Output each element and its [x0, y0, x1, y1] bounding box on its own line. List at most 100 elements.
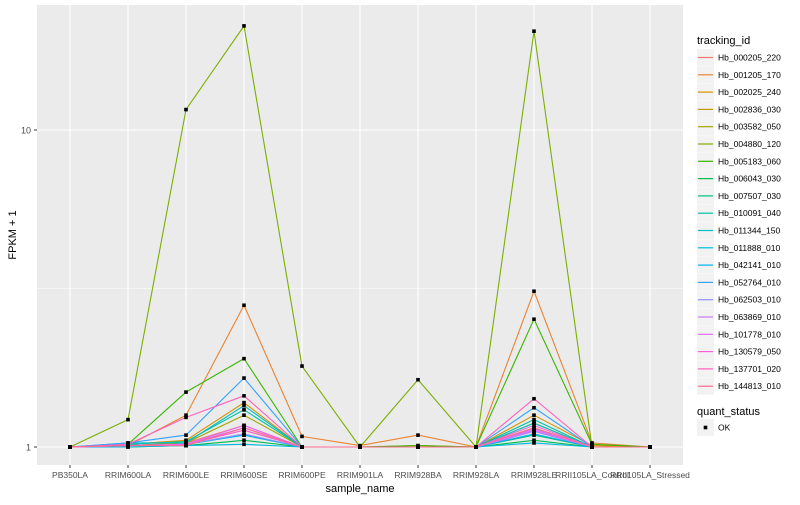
data-point — [532, 289, 536, 294]
x-tick-label: RRIM600LA — [105, 470, 152, 480]
y-tick-label: 1 — [26, 443, 31, 453]
point-legend-label: OK — [718, 423, 731, 433]
data-point — [590, 442, 594, 447]
x-axis-title: sample_name — [325, 483, 394, 495]
data-point — [532, 396, 536, 401]
data-point — [416, 377, 420, 382]
legend-item: Hb_004880_120 — [697, 135, 781, 153]
data-point — [416, 445, 420, 449]
series-points — [68, 24, 652, 449]
data-point — [532, 441, 536, 445]
data-point — [532, 432, 536, 436]
legend-label: Hb_042141_010 — [718, 260, 781, 270]
legend-label: Hb_101778_010 — [718, 329, 781, 339]
data-point — [68, 445, 72, 449]
data-point — [532, 413, 536, 417]
data-point — [184, 433, 188, 437]
legend-item: Hb_101778_010 — [697, 325, 781, 343]
data-point — [242, 408, 246, 412]
data-point — [242, 423, 246, 428]
legend-title: tracking_id — [697, 35, 750, 47]
data-point — [242, 394, 246, 398]
data-point — [242, 438, 246, 443]
x-tick-label: RRIM600PE — [278, 470, 326, 480]
legend: tracking_id Hb_000205_220 Hb_001205_170 Hb… — [697, 35, 781, 436]
data-point — [532, 417, 536, 422]
legend-label: Hb_006043_030 — [718, 174, 781, 184]
data-point — [532, 423, 536, 428]
legend-item: Hb_042141_010 — [697, 256, 781, 274]
point-legend-item: OK — [697, 419, 731, 436]
legend-label: Hb_002836_030 — [718, 104, 781, 114]
data-point — [242, 428, 246, 432]
data-point — [532, 421, 536, 425]
legend-item: Hb_005183_060 — [697, 152, 781, 170]
x-axis: PB350LA RRIM600LA RRIM600LE RRIM600SE RRIM60… — [52, 465, 690, 480]
legend-label: Hb_007507_030 — [718, 191, 781, 201]
data-point — [532, 438, 536, 443]
data-point — [532, 317, 536, 322]
data-point — [532, 425, 536, 430]
legend-label: Hb_052764_010 — [718, 277, 781, 287]
data-point — [242, 24, 246, 28]
legend-item: Hb_137701_020 — [697, 360, 781, 378]
data-point — [242, 376, 246, 380]
legend-item: Hb_002836_030 — [697, 100, 781, 118]
data-point — [126, 443, 130, 448]
legend-item: Hb_001205_170 — [697, 66, 781, 84]
legend-item: Hb_010091_040 — [697, 204, 781, 222]
x-tick-label: RRII105LA_Control — [555, 470, 629, 480]
data-point — [242, 403, 246, 408]
data-point — [532, 428, 536, 432]
legend-item: Hb_003582_050 — [697, 118, 781, 136]
legend-label: Hb_144813_010 — [718, 381, 781, 391]
data-point — [532, 29, 536, 33]
point-legend-title: quant_status — [697, 406, 760, 418]
data-point — [300, 445, 304, 449]
x-tick-label: RRIM600SE — [220, 470, 268, 480]
legend-item: Hb_011344_150 — [697, 222, 781, 239]
data-point — [242, 303, 246, 308]
data-point — [184, 107, 188, 112]
data-point — [300, 434, 304, 439]
data-point — [242, 442, 246, 447]
legend-item: Hb_062503_010 — [697, 291, 781, 309]
x-tick-label: RRIM600LE — [163, 470, 210, 480]
data-point — [126, 417, 130, 422]
data-point — [184, 415, 188, 420]
x-tick-label: RRIM928LA — [453, 470, 500, 480]
legend-item: Hb_130579_050 — [697, 343, 781, 361]
legend-label: Hb_130579_050 — [718, 347, 781, 357]
data-point — [474, 445, 478, 449]
x-tick-label: PB350LA — [52, 470, 88, 480]
legend-label: Hb_062503_010 — [718, 295, 781, 305]
data-point — [532, 405, 536, 410]
legend-label: Hb_001205_170 — [718, 70, 781, 80]
legend-label: Hb_000205_220 — [718, 53, 781, 63]
legend-item: Hb_002025_240 — [697, 83, 781, 101]
x-tick-label: RRIM928LE — [511, 470, 558, 480]
legend-label: Hb_137701_020 — [718, 364, 781, 374]
legend-label: Hb_011888_010 — [718, 243, 781, 253]
data-point — [184, 443, 188, 448]
y-tick-label: 10 — [21, 126, 31, 136]
point-swatch — [703, 425, 708, 430]
data-point — [648, 445, 652, 449]
data-point — [184, 390, 188, 394]
data-point — [242, 432, 246, 436]
legend-label: Hb_002025_240 — [718, 87, 781, 97]
data-point — [184, 413, 188, 417]
legend-label: Hb_010091_040 — [718, 208, 781, 218]
data-point — [242, 400, 246, 405]
data-point — [242, 425, 246, 430]
legend-item: Hb_007507_030 — [697, 187, 781, 205]
legend-item: Hb_063869_010 — [697, 308, 781, 326]
data-point — [590, 445, 594, 449]
y-axis: 1 10 — [21, 126, 37, 453]
legend-item: Hb_011888_010 — [697, 239, 781, 257]
data-point — [416, 433, 420, 437]
legend-label: Hb_003582_050 — [718, 122, 781, 132]
legend-label: Hb_004880_120 — [718, 139, 781, 149]
data-point — [300, 364, 304, 368]
